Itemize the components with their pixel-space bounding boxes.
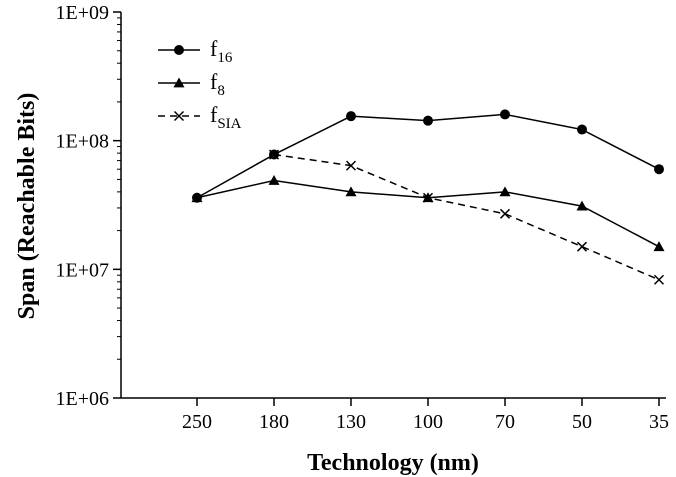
data-point-f16 (577, 124, 587, 135)
y-axis-title: Span (Reachable Bits) (14, 93, 40, 320)
x-tick-label: 250 (182, 411, 212, 433)
legend-label: fSIA (210, 102, 242, 132)
x-axis-title: Technology (nm) (307, 450, 479, 476)
y-ticks: 1E+06 1E+07 1E+08 1E+09 (56, 2, 121, 410)
data-point-f8 (499, 186, 511, 197)
x-tick-label: 70 (495, 411, 515, 433)
series-line-fSIA (273, 153, 660, 281)
plot-area: 1E+06 1E+07 1E+08 1E+09 250 180 130 100 70 50 35 (56, 2, 670, 433)
legend-marker (174, 45, 184, 55)
x-tick-label: 35 (649, 411, 669, 433)
legend-item-f16: f16 (158, 36, 233, 66)
y-tick-label: 1E+08 (56, 131, 110, 153)
series-f8 (191, 175, 665, 252)
legend-label: f8 (210, 69, 225, 99)
legend-item-fSIA: fSIA (158, 102, 242, 132)
series-fSIA (268, 149, 665, 285)
legend-label: f16 (210, 36, 233, 66)
x-tick-label: 180 (259, 411, 289, 433)
data-point-fSIA (576, 241, 588, 252)
series-f16 (192, 109, 664, 203)
data-point-f8 (191, 192, 203, 203)
data-point-fSIA (422, 192, 434, 203)
x-tick-label: 130 (336, 411, 366, 433)
x-tick-label: 50 (572, 411, 592, 433)
legend-item-f8: f8 (158, 69, 225, 99)
data-point-f8 (268, 175, 280, 185)
data-point-f16 (423, 115, 433, 126)
x-ticks: 250 180 130 100 70 50 35 (182, 398, 669, 433)
data-point-f8 (653, 241, 665, 252)
legend-marker (173, 110, 185, 122)
series-layer (191, 109, 665, 285)
data-point-fSIA (345, 160, 357, 171)
data-point-f8 (345, 186, 357, 197)
data-point-f16 (654, 164, 664, 175)
data-point-fSIA (499, 208, 511, 219)
y-tick-label: 1E+07 (56, 259, 110, 281)
data-point-fSIA (653, 274, 665, 285)
y-tick-label: 1E+06 (56, 388, 110, 410)
legend-marker (173, 77, 185, 88)
series-line-f8 (196, 179, 660, 248)
y-tick-label: 1E+09 (56, 2, 110, 24)
series-line-f16 (196, 113, 660, 199)
data-point-fSIA (268, 149, 280, 160)
data-point-f8 (576, 200, 588, 211)
x-tick-label: 100 (413, 411, 443, 433)
data-point-f16 (500, 109, 510, 120)
data-point-f16 (346, 111, 356, 122)
